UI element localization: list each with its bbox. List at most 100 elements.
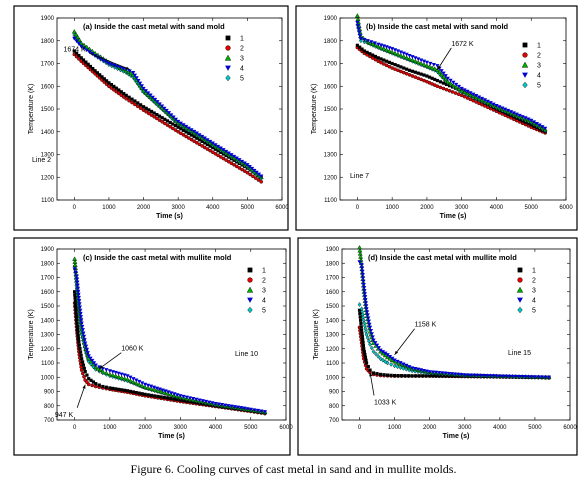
data-point	[77, 340, 81, 344]
x-tick-label: 6000	[279, 425, 293, 431]
data-point	[446, 371, 451, 376]
data-point	[386, 373, 390, 377]
legend-marker-4	[225, 65, 231, 71]
data-point	[462, 373, 467, 378]
data-point	[447, 89, 452, 93]
data-point	[109, 62, 114, 67]
data-point	[441, 71, 446, 76]
data-point	[77, 302, 82, 306]
data-point	[441, 81, 446, 85]
data-point	[471, 92, 476, 97]
data-point	[98, 73, 102, 77]
data-point	[376, 353, 381, 359]
data-point	[75, 280, 80, 285]
data-point	[75, 324, 79, 328]
data-point	[356, 27, 361, 32]
data-point	[428, 374, 432, 378]
annotation-arrowhead	[125, 66, 130, 70]
data-point	[414, 374, 418, 378]
data-point	[389, 361, 393, 367]
data-point	[111, 386, 115, 391]
y-tick-label: 1300	[326, 333, 340, 339]
data-point	[79, 368, 84, 372]
data-point	[218, 146, 223, 151]
data-point	[73, 270, 78, 275]
data-point	[401, 51, 406, 56]
data-point	[358, 312, 362, 316]
x-tick-label: 0	[73, 425, 77, 431]
data-point	[438, 85, 443, 90]
data-point	[376, 59, 381, 64]
x-tick-label: 6000	[275, 205, 289, 211]
data-point	[379, 60, 383, 65]
data-point	[364, 304, 369, 308]
data-point	[146, 393, 150, 397]
data-point	[149, 386, 154, 391]
data-point	[359, 321, 363, 326]
data-point	[500, 106, 505, 111]
figure-caption: Figure 6. Cooling curves of cast metal i…	[130, 462, 457, 476]
data-point	[110, 372, 116, 378]
data-point	[451, 80, 456, 85]
data-point	[101, 384, 105, 389]
data-point	[116, 374, 122, 379]
data-point	[93, 363, 98, 368]
data-point	[75, 51, 79, 55]
data-point	[242, 169, 247, 173]
data-point	[112, 84, 116, 89]
data-point	[100, 75, 104, 79]
data-point	[398, 361, 403, 365]
line-label: Line 10	[235, 351, 258, 358]
data-point	[378, 372, 383, 376]
data-point	[150, 95, 155, 100]
data-point	[444, 82, 449, 87]
data-point	[357, 260, 362, 264]
chart-panel-4: 0 1000 2000 3000 4000 5000 6000700800900100011…	[297, 237, 578, 456]
data-point	[147, 108, 151, 112]
data-point	[77, 53, 81, 58]
data-point	[128, 375, 133, 380]
data-point	[421, 62, 427, 67]
data-point	[76, 336, 81, 341]
data-point	[404, 55, 410, 60]
data-point	[112, 88, 116, 92]
data-point	[424, 63, 430, 68]
data-point	[181, 128, 186, 132]
data-point	[384, 59, 389, 63]
data-point	[108, 386, 112, 390]
y-tick-label: 1200	[324, 175, 338, 181]
legend-label-2: 2	[240, 46, 244, 53]
data-point	[142, 384, 148, 390]
panel-frame	[13, 237, 291, 456]
annotation-arrowhead	[394, 350, 399, 355]
data-point	[395, 359, 400, 364]
data-point	[76, 333, 80, 338]
legend-marker-5	[517, 306, 523, 314]
data-point	[76, 289, 81, 294]
data-point	[456, 86, 462, 91]
data-point	[119, 93, 124, 97]
data-point	[407, 374, 411, 378]
line-label: Line 7	[350, 173, 369, 180]
data-point	[72, 256, 78, 261]
data-point	[462, 88, 467, 93]
data-point	[119, 388, 124, 392]
data-point	[128, 389, 132, 393]
data-point	[181, 133, 186, 137]
data-point	[390, 356, 395, 361]
data-point	[83, 341, 88, 346]
data-point	[387, 60, 391, 64]
y-tick-label: 1400	[326, 318, 340, 324]
legend-label-1: 1	[537, 43, 541, 50]
data-point	[392, 48, 398, 52]
legend-marker-5	[247, 306, 253, 314]
data-point	[526, 375, 531, 379]
data-point	[485, 99, 490, 104]
data-point	[119, 375, 125, 380]
data-point	[454, 82, 459, 87]
data-point	[76, 292, 81, 297]
data-point	[208, 139, 213, 144]
data-point	[205, 147, 210, 151]
data-point	[127, 69, 132, 74]
data-point	[166, 390, 171, 395]
